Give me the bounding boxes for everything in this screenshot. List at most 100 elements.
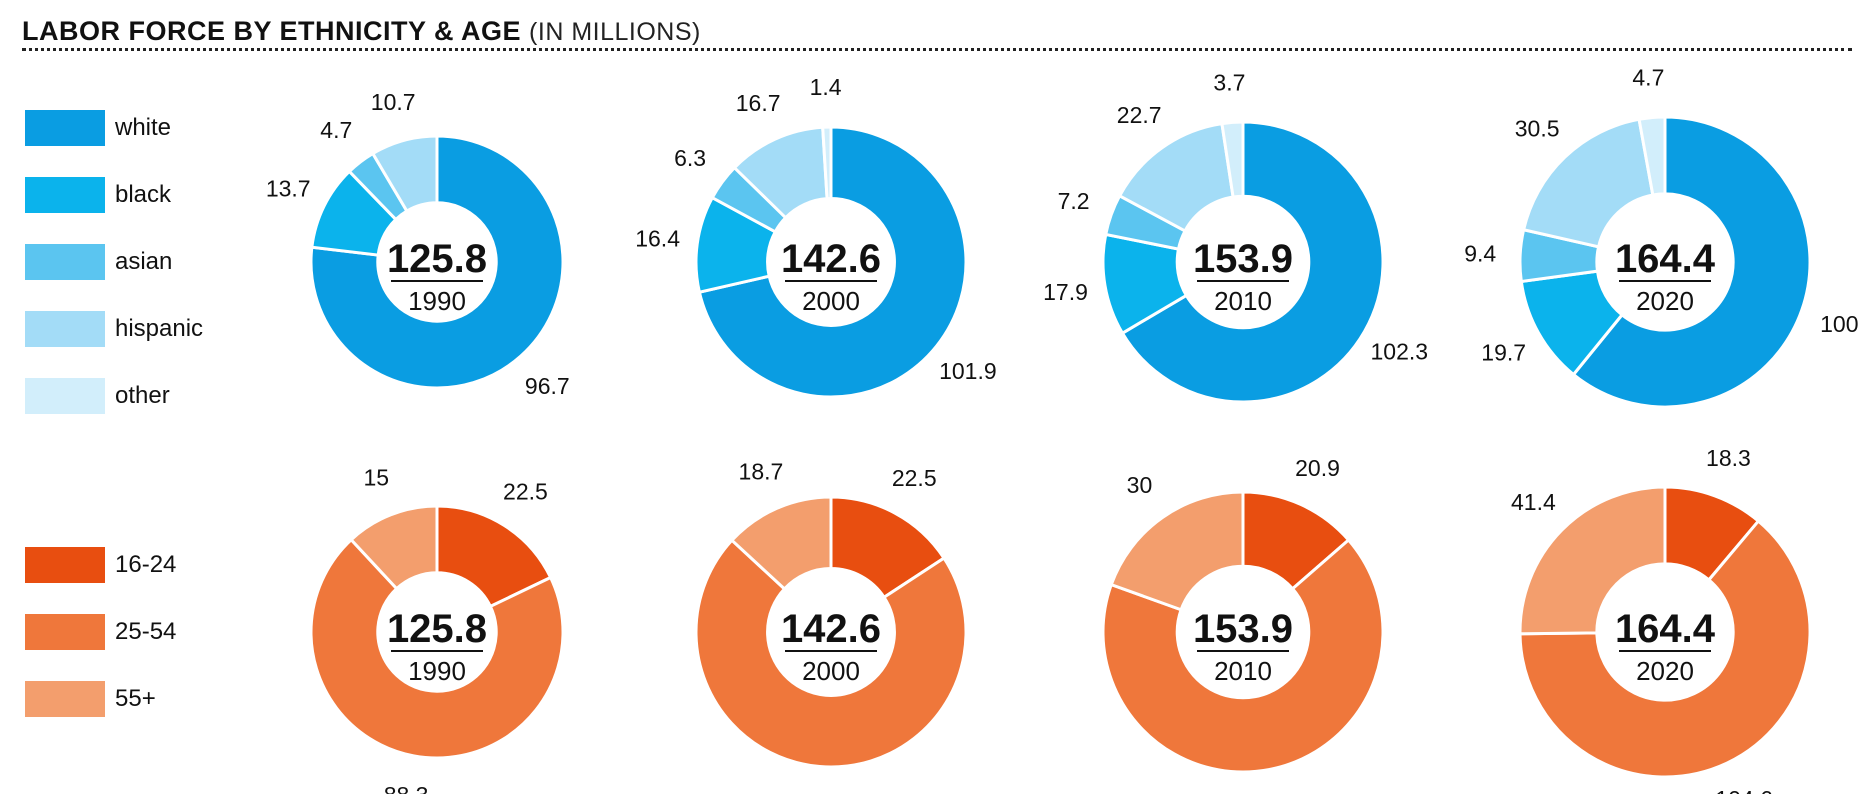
donut-ethnicity-2000: 101.9 16.4 6.3 16.7 1.4 142.6 2000 (635, 74, 997, 399)
donut-age-1990: 22.5 88.3 15 125.8 1990 (309, 465, 565, 794)
legend-swatch-black (25, 177, 105, 213)
center-total-ethnicity-2020: 164.4 (1615, 237, 1716, 281)
legend-item-asian: asian (25, 244, 265, 280)
center-total-ethnicity-1990: 125.8 (387, 237, 487, 281)
center-year-age-2000: 2000 (802, 656, 860, 686)
legend-swatch-other (25, 378, 105, 414)
center-total-age-2020: 164.4 (1615, 607, 1716, 651)
legend-label-25-54: 25-54 (115, 618, 177, 645)
center-total-ethnicity-2010: 153.9 (1193, 237, 1293, 281)
legend-item-other: other (25, 378, 265, 414)
slice-label-hispanic-2000: 16.7 (736, 90, 781, 116)
legend-label-16-24: 16-24 (115, 551, 177, 578)
slice-label-other-2010: 3.7 (1213, 70, 1245, 96)
slice-55-plus-2010 (1109, 490, 1245, 612)
legend-swatch-hispanic (25, 311, 105, 347)
slice-label-black-2010: 17.9 (1043, 279, 1088, 305)
slice-label-asian-2020: 9.4 (1464, 241, 1496, 267)
slice-white-2010 (1120, 120, 1385, 404)
slice-label-25-54-2020: 104.6 (1715, 786, 1773, 794)
legend-label-asian: asian (115, 248, 173, 275)
slice-label-white-2000: 101.9 (939, 358, 997, 384)
slice-other-2020 (1637, 115, 1667, 197)
slice-white-2000 (697, 125, 968, 399)
center-year-ethnicity-2010: 2010 (1214, 286, 1272, 316)
slice-label-hispanic-2020: 30.5 (1515, 115, 1560, 141)
center-year-ethnicity-2020: 2020 (1636, 286, 1694, 316)
center-year-age-2010: 2010 (1214, 656, 1272, 686)
legend-item-16-24: 16-24 (25, 547, 265, 583)
slice-white-2020 (1571, 115, 1812, 409)
chart-subtitle: (IN MILLIONS) (529, 18, 701, 46)
slice-25-54-1990 (309, 537, 565, 760)
center-year-ethnicity-2000: 2000 (802, 286, 860, 316)
legend-item-black: black (25, 177, 265, 213)
slice-label-asian-2000: 6.3 (674, 145, 706, 171)
legend-item-white: white (25, 110, 265, 146)
slice-16-24-1990 (435, 504, 553, 609)
legend-item-55-plus: 55+ (25, 681, 265, 717)
slice-25-54-2010 (1101, 537, 1385, 774)
slice-label-asian-1990: 4.7 (320, 117, 352, 143)
donut-ethnicity-2020: 100 19.7 9.4 30.5 4.7 164.4 2020 (1464, 65, 1859, 409)
slice-55-plus-1990 (349, 504, 439, 591)
legend-label-white: white (115, 114, 172, 141)
legend-label-other: other (115, 382, 170, 409)
slice-label-black-2020: 19.7 (1481, 340, 1526, 366)
slice-label-25-54-1990: 88.3 (384, 782, 429, 794)
center-year-ethnicity-1990: 1990 (408, 286, 466, 316)
slice-other-2000 (821, 125, 833, 201)
slice-label-16-24-2000: 22.5 (892, 465, 937, 491)
slice-label-other-2020: 4.7 (1632, 65, 1664, 91)
slice-label-black-1990: 13.7 (266, 175, 311, 201)
center-year-age-2020: 2020 (1636, 656, 1694, 686)
slice-hispanic-1990 (370, 134, 439, 214)
donut-ethnicity-2010: 102.3 17.9 7.2 22.7 3.7 153.9 2010 (1043, 70, 1429, 404)
donut-age-2020: 18.3 104.6 41.4 164.4 2020 (1511, 445, 1812, 794)
slice-label-55-plus-2020: 41.4 (1511, 489, 1556, 515)
center-total-age-2000: 142.6 (781, 607, 881, 651)
title-text: LABOR FORCE BY ETHNICITY & AGE (22, 16, 522, 46)
slice-55-plus-2020 (1518, 485, 1667, 636)
slice-label-16-24-2020: 18.3 (1706, 445, 1751, 471)
center-total-age-1990: 125.8 (387, 607, 487, 651)
slice-label-hispanic-1990: 10.7 (371, 89, 416, 115)
slice-label-55-plus-2000: 18.7 (739, 459, 784, 485)
slice-label-other-2000: 1.4 (810, 74, 842, 100)
slice-label-hispanic-2010: 22.7 (1117, 102, 1162, 128)
slice-label-16-24-2010: 20.9 (1295, 455, 1340, 481)
slice-label-white-1990: 96.7 (525, 373, 570, 399)
slice-25-54-2000 (694, 538, 968, 769)
donut-ethnicity-1990: 96.7 13.7 4.7 10.7 125.8 1990 (266, 89, 570, 399)
slice-25-54-2020 (1518, 518, 1812, 779)
slice-label-black-2000: 16.4 (635, 225, 680, 251)
title-row: LABOR FORCE BY ETHNICITY & AGE (IN MILLIO… (22, 14, 1852, 51)
slice-white-1990 (309, 134, 565, 390)
slice-label-55-plus-2010: 30 (1127, 472, 1153, 498)
slice-label-16-24-1990: 22.5 (503, 479, 548, 505)
slice-label-asian-2010: 7.2 (1058, 188, 1090, 214)
slice-label-white-2020: 100 (1820, 311, 1858, 337)
legend-item-hispanic: hispanic (25, 311, 265, 347)
legend-swatch-asian (25, 244, 105, 280)
slice-label-55-plus-1990: 15 (363, 465, 389, 491)
legend-label-hispanic: hispanic (115, 315, 204, 342)
slice-55-plus-2000 (729, 495, 833, 592)
legend-item-25-54: 25-54 (25, 614, 265, 650)
legend-label-black: black (115, 181, 172, 208)
center-total-age-2010: 153.9 (1193, 607, 1293, 651)
center-total-ethnicity-2000: 142.6 (781, 237, 881, 281)
legend-swatch-white (25, 110, 105, 146)
chart-title: LABOR FORCE BY ETHNICITY & AGE (IN MILLIO… (22, 16, 701, 47)
slice-hispanic-2020 (1521, 117, 1655, 249)
legend-swatch-16-24 (25, 547, 105, 583)
legend-swatch-55-plus (25, 681, 105, 717)
legend-label-55-plus: 55+ (115, 685, 156, 712)
slice-other-2010 (1220, 120, 1245, 199)
legend-swatch-25-54 (25, 614, 105, 650)
slice-label-white-2010: 102.3 (1371, 338, 1429, 364)
center-year-age-1990: 1990 (408, 656, 466, 686)
